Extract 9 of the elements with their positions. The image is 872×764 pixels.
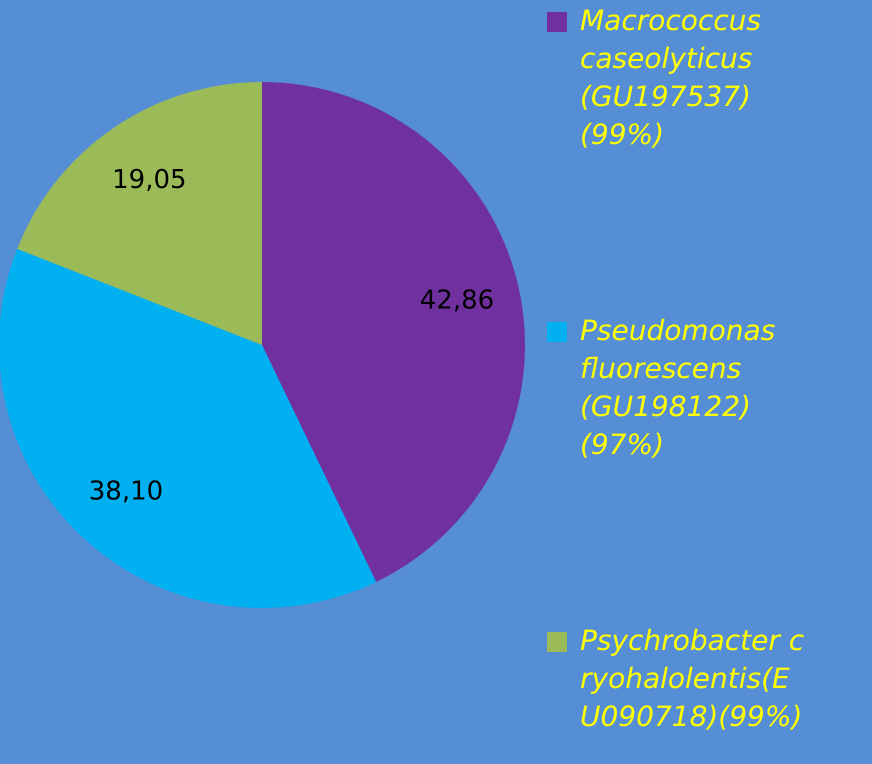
pie-slice — [0, 248, 376, 608]
data-label: 42,86 — [420, 285, 494, 316]
legend-label: Pseudomonas fluorescens (GU198122) (97%) — [580, 314, 776, 461]
pie-slice — [17, 82, 262, 345]
data-label: 38,10 — [88, 476, 164, 507]
data-label: 19,05 — [112, 164, 187, 195]
pie-slice — [262, 82, 525, 582]
legend-label: Macrococcus caseolyticus (GU197537) (99%) — [580, 4, 762, 151]
legend-label: Psychrobacter cryohalolentis(EU090718)(99%) — [580, 624, 805, 733]
